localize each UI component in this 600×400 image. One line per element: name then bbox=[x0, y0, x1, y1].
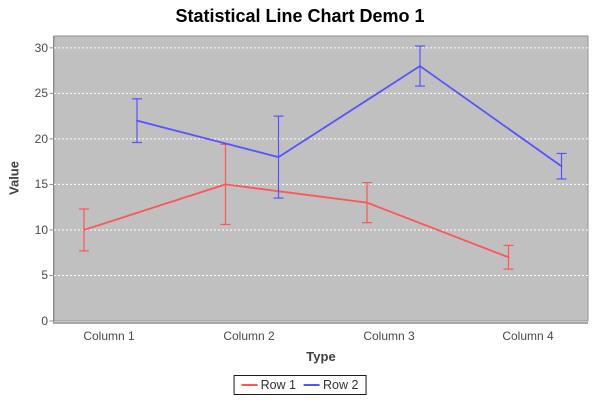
series-row-2 bbox=[132, 45, 567, 199]
x-axis-label: Type bbox=[306, 349, 336, 364]
legend-label-row-1: Row 1 bbox=[260, 378, 296, 392]
y-tick-label: 10 bbox=[34, 222, 48, 237]
series-line-row-2 bbox=[136, 65, 563, 168]
y-tick-label: 15 bbox=[34, 177, 48, 192]
y-tick-label: 30 bbox=[34, 40, 48, 55]
x-category-label: Column 2 bbox=[223, 329, 275, 343]
legend-label-row-2: Row 2 bbox=[323, 378, 359, 392]
series-row-1 bbox=[79, 143, 514, 270]
legend: Row 1 Row 2 bbox=[233, 375, 367, 395]
y-tick-label: 20 bbox=[34, 131, 48, 146]
plot-background bbox=[53, 35, 589, 322]
x-category-label: Column 3 bbox=[363, 329, 415, 343]
chart-title: Statistical Line Chart Demo 1 bbox=[175, 6, 425, 26]
y-tick-label: 0 bbox=[41, 314, 48, 328]
legend-item-row-1: Row 1 bbox=[241, 378, 296, 392]
gridlines bbox=[54, 47, 588, 276]
legend-item-row-2: Row 2 bbox=[304, 378, 358, 392]
axes bbox=[49, 36, 588, 324]
x-category-label: Column 1 bbox=[83, 329, 135, 343]
y-tick-label: 25 bbox=[34, 86, 48, 101]
series-line-row-1 bbox=[83, 183, 510, 259]
x-category-label: Column 4 bbox=[502, 329, 554, 343]
legend-swatch-row-1 bbox=[241, 384, 258, 386]
y-tick-label: 5 bbox=[41, 268, 48, 283]
legend-swatch-row-2 bbox=[304, 384, 320, 386]
